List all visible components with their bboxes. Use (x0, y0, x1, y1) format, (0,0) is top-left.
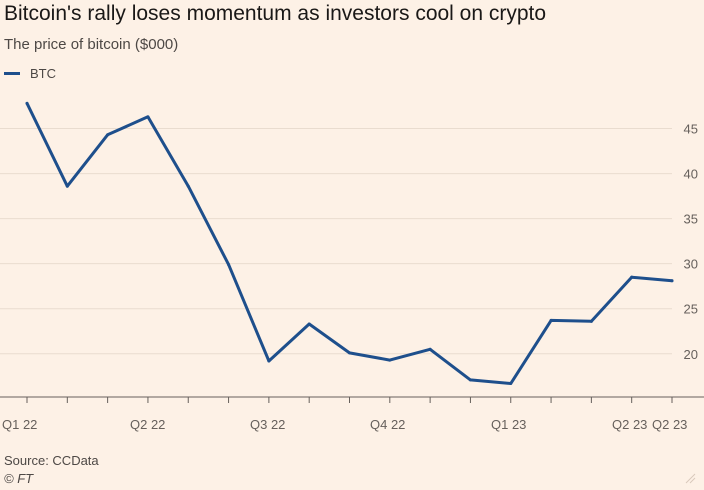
data-point-btc (25, 101, 29, 105)
legend-label-btc: BTC (30, 66, 56, 81)
data-point-btc (348, 351, 351, 355)
data-point-btc (65, 184, 69, 188)
resize-handle-icon (685, 473, 696, 484)
chart-subtitle: The price of bitcoin ($000) (4, 36, 179, 53)
y-tick-label-20: 20 (684, 347, 698, 362)
data-point-btc (468, 378, 472, 382)
data-point-btc (307, 322, 311, 326)
data-point-btc (549, 318, 553, 322)
y-tick-label-30: 30 (684, 257, 698, 272)
x-tick-label: Q2 23 (612, 417, 647, 432)
x-tick-label: Q2 23 (652, 417, 687, 432)
x-tick-label: Q2 22 (130, 417, 165, 432)
data-point-btc (589, 319, 593, 323)
data-point-btc (509, 381, 513, 385)
data-point-btc (428, 347, 432, 351)
y-tick-label-35: 35 (684, 212, 698, 227)
series-line-btc (25, 101, 674, 385)
y-tick-label-45: 45 (684, 122, 698, 137)
copyright-note: © FT (4, 471, 34, 486)
data-point-btc (227, 263, 231, 267)
legend: BTC (4, 66, 56, 81)
data-point-btc (267, 359, 271, 363)
data-point-btc (388, 358, 392, 362)
x-tick-label: Q3 22 (250, 417, 285, 432)
data-point-btc (186, 184, 190, 188)
x-tick-label: Q1 23 (491, 417, 526, 432)
data-point-btc (630, 275, 634, 279)
x-tick-label: Q4 22 (370, 417, 405, 432)
data-point-btc (146, 115, 150, 119)
x-tick-label: Q1 22 (2, 417, 37, 432)
y-tick-label-40: 40 (684, 167, 698, 182)
legend-swatch-btc (4, 72, 20, 75)
y-tick-label-25: 25 (684, 302, 698, 317)
data-point-btc (670, 279, 674, 283)
source-note: Source: CCData (4, 453, 99, 468)
chart-title: Bitcoin's rally loses momentum as invest… (4, 2, 547, 25)
data-point-btc (106, 133, 110, 137)
